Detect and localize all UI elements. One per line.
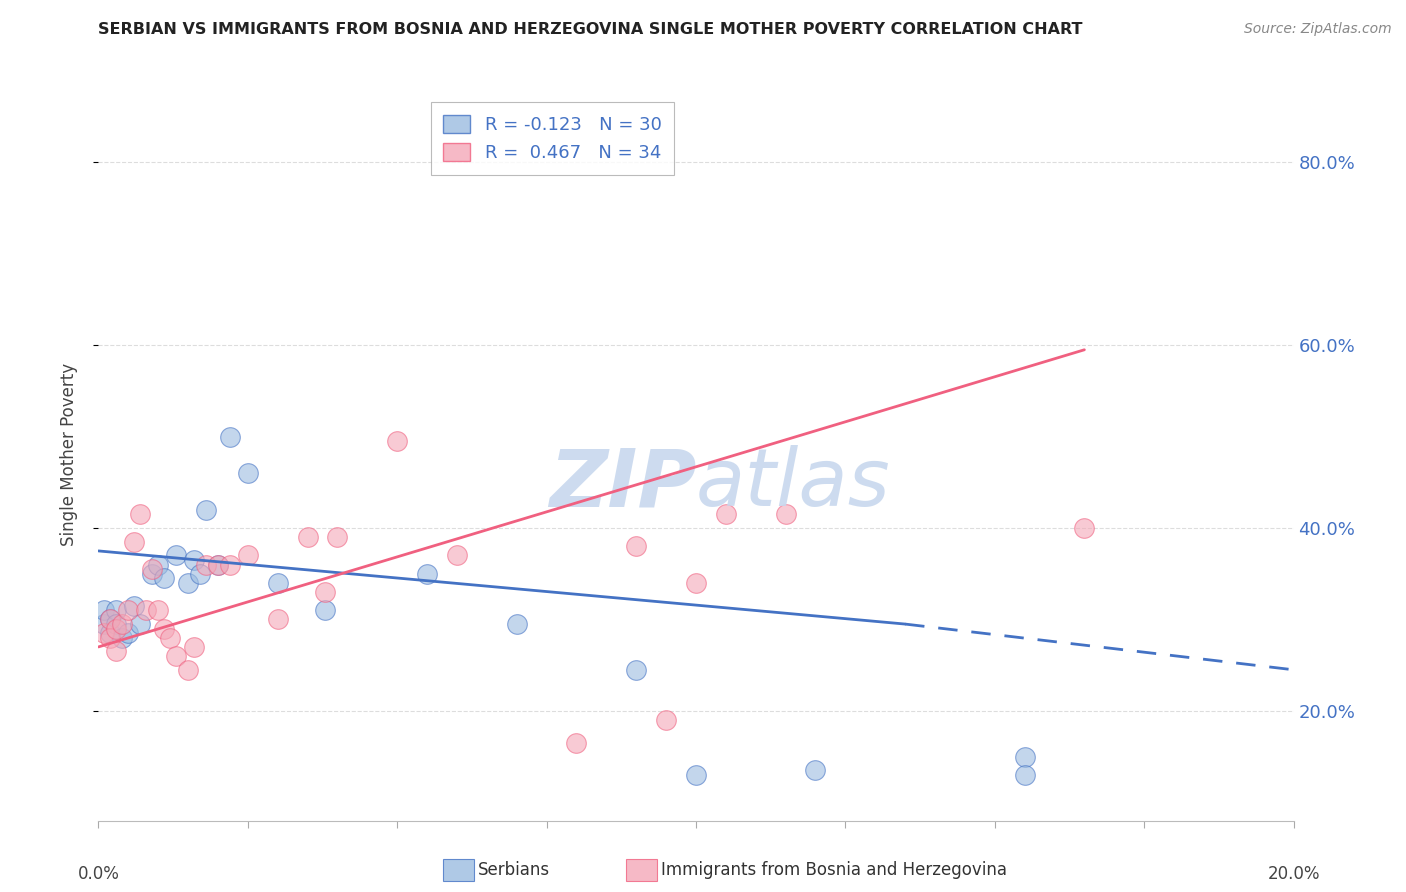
Point [267,576,290,591]
Point [105,644,128,658]
Point [207,558,229,572]
Point [177,663,200,677]
Point [385,434,409,449]
Point [105,603,128,617]
Point [207,558,229,572]
Point [626,539,648,553]
Point [93,603,115,617]
Point [117,603,139,617]
Point [93,617,115,632]
Text: Serbians: Serbians [478,861,550,879]
Point [714,508,737,522]
Point [236,466,259,480]
Point [1014,749,1036,764]
Point [315,585,337,599]
Text: Immigrants from Bosnia and Herzegovina: Immigrants from Bosnia and Herzegovina [661,861,1007,879]
Point [297,530,319,544]
Point [165,549,187,563]
Point [685,768,707,782]
Point [315,603,337,617]
Point [129,617,152,632]
Text: Source: ZipAtlas.com: Source: ZipAtlas.com [1244,22,1392,37]
Point [111,631,134,645]
Text: SERBIAN VS IMMIGRANTS FROM BOSNIA AND HERZEGOVINA SINGLE MOTHER POVERTY CORRELAT: SERBIAN VS IMMIGRANTS FROM BOSNIA AND HE… [98,22,1083,37]
Text: 20.0%: 20.0% [1267,864,1320,882]
Point [165,649,187,664]
Point [141,566,163,581]
Point [506,617,529,632]
Point [804,764,827,778]
Point [124,599,146,613]
Point [153,622,176,636]
Point [141,562,163,576]
Point [177,576,200,591]
Point [105,617,128,632]
Point [117,626,139,640]
Point [565,736,588,750]
Point [100,613,122,627]
Point [416,566,439,581]
Point [267,613,290,627]
Point [148,603,170,617]
Point [153,571,176,585]
Point [326,530,349,544]
Point [195,503,218,517]
Text: 0.0%: 0.0% [77,864,120,882]
Legend: R = -0.123   N = 30, R =  0.467   N = 34: R = -0.123 N = 30, R = 0.467 N = 34 [430,102,675,175]
Point [148,558,170,572]
Point [111,617,134,632]
Point [100,631,122,645]
Point [219,558,242,572]
Point [183,553,205,567]
Point [105,622,128,636]
Point [626,663,648,677]
Point [124,534,146,549]
Point [129,508,152,522]
Point [655,713,678,727]
Point [1073,521,1095,535]
Text: ZIP: ZIP [548,445,696,524]
Point [219,430,242,444]
Point [1014,768,1036,782]
Point [100,613,122,627]
Point [188,566,211,581]
Point [159,631,181,645]
Point [775,508,797,522]
Point [183,640,205,654]
Point [236,549,259,563]
Text: atlas: atlas [696,445,891,524]
Point [100,626,122,640]
Y-axis label: Single Mother Poverty: Single Mother Poverty [59,363,77,547]
Point [685,576,707,591]
Point [195,558,218,572]
Point [135,603,157,617]
Point [93,626,115,640]
Point [446,549,468,563]
